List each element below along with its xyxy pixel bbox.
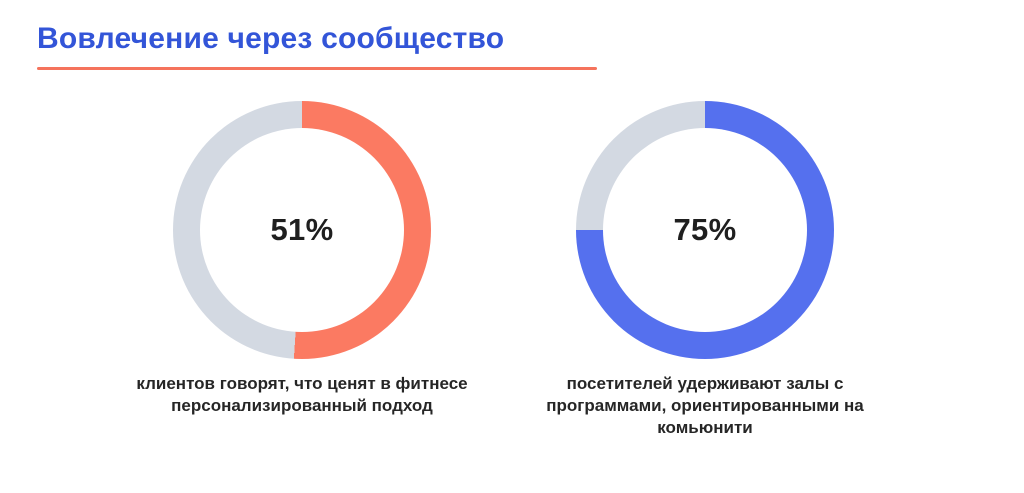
- donut-chart-51-percent: 51%: [173, 100, 431, 359]
- donut-chart-75-percent: 75%: [576, 100, 834, 359]
- chart-block-personalization: 51% клиентов говорят, что ценят в фитнес…: [102, 100, 502, 439]
- donut-center-value: 75%: [673, 211, 737, 247]
- donut-center-value: 51%: [270, 211, 334, 247]
- slide-header: Вовлечение через сообщество: [0, 0, 1024, 70]
- charts-row: 51% клиентов говорят, что ценят в фитнес…: [0, 100, 1024, 439]
- donut-caption: посетителей удерживают залы с программам…: [546, 373, 864, 437]
- chart-block-community: 75% посетителей удерживают залы с програ…: [505, 100, 905, 439]
- title-underline-divider: [37, 66, 597, 70]
- page-title: Вовлечение через сообщество: [37, 22, 505, 55]
- donut-caption: клиентов говорят, что ценят в фитнесе пе…: [136, 373, 468, 415]
